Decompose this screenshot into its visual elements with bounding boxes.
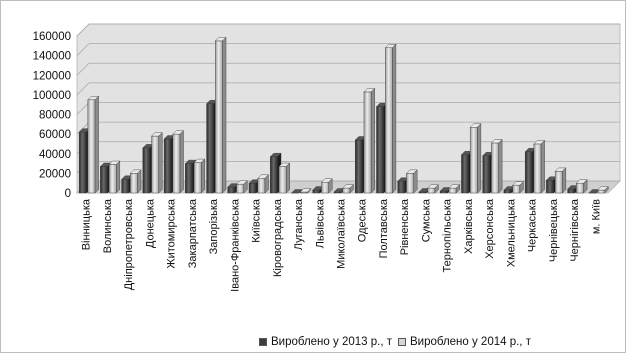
x-category-label: Сумська bbox=[420, 198, 432, 242]
x-category-label: Хмельницька bbox=[505, 198, 517, 267]
x-category-label: Миколаївська bbox=[336, 198, 348, 269]
gridline bbox=[76, 62, 620, 76]
bar-2014 bbox=[342, 184, 354, 194]
x-category-label: Закарпатська bbox=[187, 198, 199, 268]
bar-2014 bbox=[108, 160, 121, 194]
bar-2013 bbox=[291, 189, 303, 194]
bar-2014 bbox=[321, 178, 333, 194]
y-tick-label: 40000 bbox=[39, 149, 71, 161]
y-tick-label: 80000 bbox=[39, 110, 71, 122]
x-category-label: Запорізька bbox=[208, 198, 220, 254]
bar-2014 bbox=[512, 181, 524, 194]
bar-2014 bbox=[151, 132, 163, 194]
x-category-label: Тернопільська bbox=[442, 198, 454, 272]
bar-2014 bbox=[533, 139, 546, 194]
x-category-label: Івано-Франківська bbox=[229, 198, 241, 292]
x-category-label: Київська bbox=[251, 198, 263, 243]
x-category-label: Полтавська bbox=[378, 198, 390, 258]
x-category-label: Львівська bbox=[314, 198, 326, 248]
legend-item-2014: Вироблено у 2014 р., т bbox=[397, 336, 531, 348]
x-category-label: Одеська bbox=[357, 198, 369, 242]
gridline bbox=[76, 82, 620, 96]
x-category-label: Вінницька bbox=[81, 198, 93, 250]
y-tick-label: 100000 bbox=[33, 90, 71, 102]
legend-label-2013: Вироблено у 2013 р., т bbox=[271, 336, 392, 348]
bar-2014 bbox=[87, 95, 100, 194]
bar-2014 bbox=[172, 130, 185, 194]
bar-2014 bbox=[278, 162, 291, 194]
bar-2014 bbox=[193, 158, 206, 194]
y-tick-label: 60000 bbox=[39, 129, 71, 141]
y-tick-label: 120000 bbox=[33, 70, 71, 82]
x-category-label: м. Київ bbox=[590, 199, 602, 234]
bar-2014 bbox=[427, 184, 439, 194]
bar-2014 bbox=[257, 174, 269, 194]
x-category-label: Чернівецька bbox=[548, 198, 560, 262]
y-tick-label: 160000 bbox=[33, 31, 71, 43]
bar-2014 bbox=[448, 184, 461, 194]
gridline bbox=[76, 43, 620, 56]
x-category-label: Кіровоградська bbox=[272, 198, 284, 277]
bar-2014 bbox=[469, 123, 482, 194]
x-category-label: Дніпропетровська bbox=[123, 198, 135, 290]
bar-2014 bbox=[214, 36, 227, 194]
bar-2014 bbox=[384, 43, 397, 194]
x-category-label: Черкаська bbox=[527, 198, 539, 252]
x-category-label: Луганська bbox=[293, 198, 305, 250]
chart-legend: Вироблено у 2013 р., т Вироблено у 2014 … bbox=[259, 334, 537, 350]
bar-2014 bbox=[575, 179, 588, 194]
legend-label-2014: Вироблено у 2014 р., т bbox=[409, 336, 531, 348]
x-category-label: Волинська bbox=[102, 198, 114, 253]
x-category-label: Житомирська bbox=[166, 198, 178, 268]
x-category-label: Харківська bbox=[463, 198, 475, 254]
bar-2014 bbox=[405, 169, 418, 194]
x-category-label: Херсонська bbox=[484, 198, 496, 259]
bar-2014 bbox=[490, 138, 503, 194]
gridline bbox=[76, 23, 620, 37]
legend-swatch-2014 bbox=[397, 338, 406, 346]
bar-2014 bbox=[363, 87, 376, 194]
y-tick-label: 140000 bbox=[33, 51, 71, 63]
legend-item-2013: Вироблено у 2013 р., т bbox=[259, 336, 392, 348]
x-category-label: Донецька bbox=[144, 198, 156, 248]
x-category-label: Рівненська bbox=[399, 198, 411, 255]
y-tick-label: 0 bbox=[65, 188, 71, 200]
bar-2014 bbox=[597, 186, 609, 194]
legend-swatch-2013 bbox=[259, 338, 267, 346]
bar-2014 bbox=[236, 180, 248, 194]
bar-2014 bbox=[129, 169, 142, 194]
y-tick-label: 20000 bbox=[39, 168, 71, 180]
bar-2014 bbox=[554, 167, 567, 194]
bar-2014 bbox=[299, 188, 312, 194]
x-category-label: Чернігівська bbox=[569, 198, 581, 262]
